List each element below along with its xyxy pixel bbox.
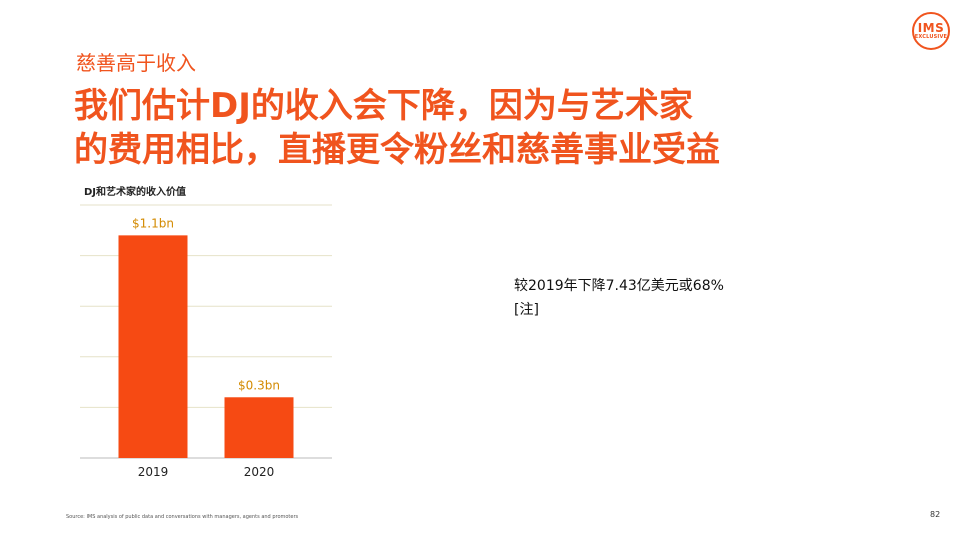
bar-2020: [224, 397, 294, 458]
x-tick-label-2019: 2019: [138, 465, 169, 479]
x-tick-label-2020: 2020: [244, 465, 275, 479]
bar-2019: [118, 235, 188, 458]
section-kicker: 慈善高于收入: [76, 51, 196, 75]
annotation: 较2019年下降7.43亿美元或68% [注]: [514, 274, 834, 322]
chart-labels: $1.1bn 2019 $0.3bn 2020: [132, 216, 280, 479]
title-line-2: 的费用相比，直播更令粉丝和慈善事业受益: [74, 130, 720, 170]
annotation-note: [注]: [514, 302, 539, 318]
source-note: Source: IMS analysis of public data and …: [66, 514, 299, 520]
annotation-text: 较2019年下降7.43亿美元或68%: [514, 278, 724, 294]
ims-logo: IMS EXCLUSIVE: [912, 12, 950, 50]
chart-gridlines: [80, 204, 332, 459]
logo-text: IMS: [917, 21, 945, 35]
data-label-2019: $1.1bn: [132, 216, 174, 230]
chart-bars: [118, 235, 294, 458]
chart-title: DJ和艺术家的收入价值: [84, 187, 187, 198]
bar-chart: $1.1bn 2019 $0.3bn 2020: [80, 204, 332, 479]
page-title: 我们估计DJ的收入会下降，因为与艺术家 的费用相比，直播更令粉丝和慈善事业受益: [74, 84, 874, 172]
logo-subtext: EXCLUSIVE: [914, 34, 948, 40]
page-number: 82: [930, 510, 941, 519]
data-label-2020: $0.3bn: [238, 378, 280, 392]
title-line-1: 我们估计DJ的收入会下降，因为与艺术家: [74, 86, 693, 126]
